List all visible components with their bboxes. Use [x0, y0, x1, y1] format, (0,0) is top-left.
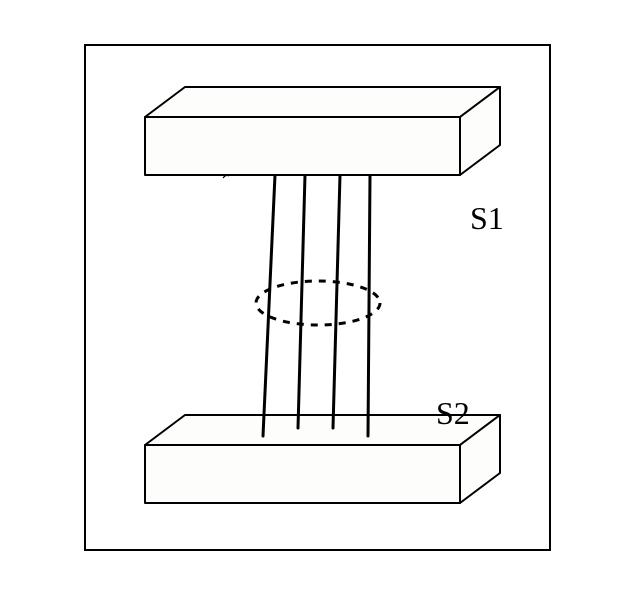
label-s2: S2	[436, 395, 470, 432]
label-s1: S1	[470, 200, 504, 237]
diagram-svg	[0, 0, 638, 600]
